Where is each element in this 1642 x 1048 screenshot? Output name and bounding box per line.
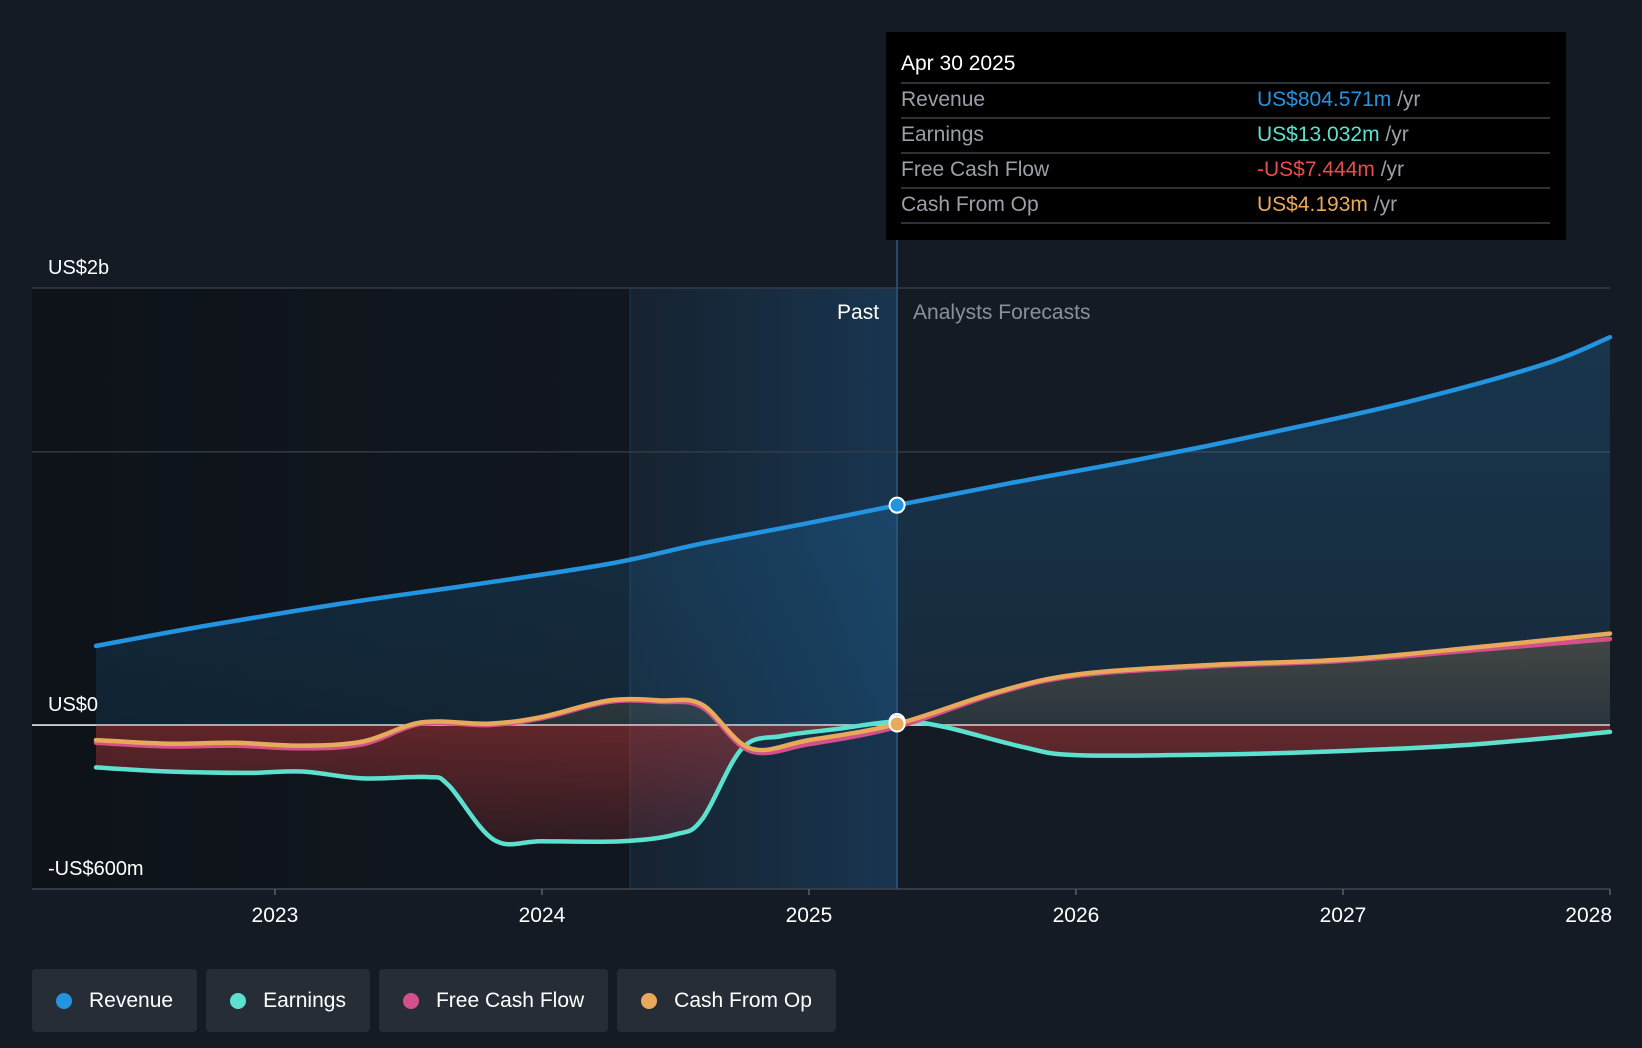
past-label: Past (837, 301, 879, 324)
cash-from-op-marker (888, 715, 906, 733)
legend-item-free-cash-flow[interactable]: Free Cash Flow (378, 969, 609, 1032)
legend-item-earnings[interactable]: Earnings (206, 969, 370, 1032)
tooltip-unit: /yr (1380, 123, 1409, 146)
earnings-line (93, 719, 1613, 847)
legend-item-revenue[interactable]: Revenue (32, 969, 198, 1032)
tooltip-value: US$4.193m (1257, 193, 1368, 216)
legend-dot-icon (56, 992, 72, 1009)
x-tick-label: 2023 (252, 904, 299, 927)
revenue-line (93, 334, 1613, 649)
cash-from-op-positive-area (409, 633, 1610, 726)
earnings-negative-area (96, 725, 1610, 845)
tooltip-row-value: US$4.193m /yr (1257, 193, 1397, 216)
cash-from-op-line (93, 631, 1613, 753)
tooltip-row-label: Cash From Op (901, 193, 1039, 216)
tooltip-row-value: US$804.571m /yr (1257, 88, 1420, 111)
tooltip-row-label: Free Cash Flow (901, 158, 1050, 181)
x-tick-label: 2026 (1053, 904, 1100, 927)
x-tick-label: 2025 (786, 904, 833, 927)
legend-dot-icon (230, 992, 247, 1009)
y-tick-label: US$2b (48, 257, 109, 279)
tooltip-value: US$13.032m (1257, 123, 1380, 146)
revenue-marker (888, 496, 906, 514)
x-tick-label: 2024 (519, 904, 566, 927)
tooltip-row-value: -US$7.444m /yr (1257, 158, 1404, 181)
tooltip-row-value: US$13.032m /yr (1257, 123, 1409, 146)
chart-legend: Revenue Earnings Free Cash Flow Cash From O… (32, 969, 836, 1032)
tooltip-value: -US$7.444m (1257, 158, 1375, 181)
x-tick-label: 2028 (1565, 904, 1612, 927)
legend-dot-icon (641, 992, 658, 1009)
tooltip-box (886, 32, 1566, 240)
tooltip-unit: /yr (1391, 88, 1420, 111)
tooltip-unit: /yr (1368, 193, 1397, 216)
forecast-label: Analysts Forecasts (913, 301, 1090, 324)
legend-label: Free Cash Flow (435, 988, 585, 1012)
tooltip-unit: /yr (1375, 158, 1404, 181)
x-tick-label: 2027 (1320, 904, 1367, 927)
legend-item-cash-from-op[interactable]: Cash From Op (617, 969, 836, 1032)
tooltip-row-label: Earnings (901, 123, 984, 146)
tooltip-value: US$804.571m (1257, 88, 1391, 111)
legend-label: Cash From Op (674, 988, 812, 1012)
y-tick-label: -US$600m (48, 858, 144, 880)
tooltip-date: Apr 30 2025 (901, 52, 1015, 75)
legend-label: Earnings (263, 988, 346, 1012)
y-tick-label: US$0 (48, 694, 98, 716)
tooltip-row-label: Revenue (901, 88, 985, 111)
revenue-area (96, 337, 1610, 726)
legend-label: Revenue (89, 988, 174, 1012)
legend-dot-icon (402, 992, 419, 1009)
